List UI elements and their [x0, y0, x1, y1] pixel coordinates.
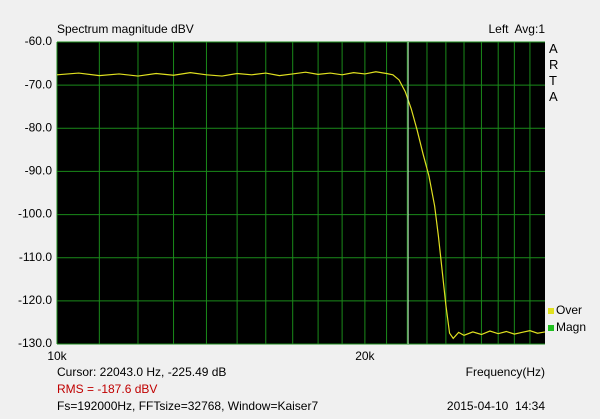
rms-readout: RMS = -187.6 dBV — [57, 382, 157, 396]
y-tick-label: -60.0 — [25, 34, 53, 48]
x-tick-label: 20k — [355, 349, 375, 363]
brand: ARTA — [549, 41, 559, 104]
y-tick-label: -80.0 — [25, 120, 53, 134]
settings-readout: Fs=192000Hz, FFTsize=32768, Window=Kaise… — [57, 399, 318, 413]
y-tick-label: -120.0 — [18, 293, 52, 307]
y-tick-label: -110.0 — [19, 250, 52, 264]
data-line — [56, 71, 546, 340]
plot-area — [57, 42, 545, 344]
legend-label: Over — [556, 303, 582, 317]
y-tick-label: -100.0 — [18, 207, 52, 221]
channel-label: Left Avg:1 — [489, 22, 546, 36]
legend-swatch — [548, 325, 554, 331]
legend-label: Magn — [556, 320, 586, 334]
y-tick-label: -130.0 — [18, 336, 52, 350]
timestamp: 2015-04-10 14:34 — [447, 399, 545, 413]
legend-swatch — [548, 308, 554, 314]
y-tick-label: -90.0 — [25, 164, 53, 178]
x-tick-label: 10k — [47, 349, 67, 363]
x-axis-label: Frequency(Hz) — [466, 365, 545, 379]
y-tick-label: -70.0 — [25, 77, 53, 91]
chart-title: Spectrum magnitude dBV — [57, 22, 194, 36]
cursor-readout: Cursor: 22043.0 Hz, -225.49 dB — [57, 365, 226, 379]
